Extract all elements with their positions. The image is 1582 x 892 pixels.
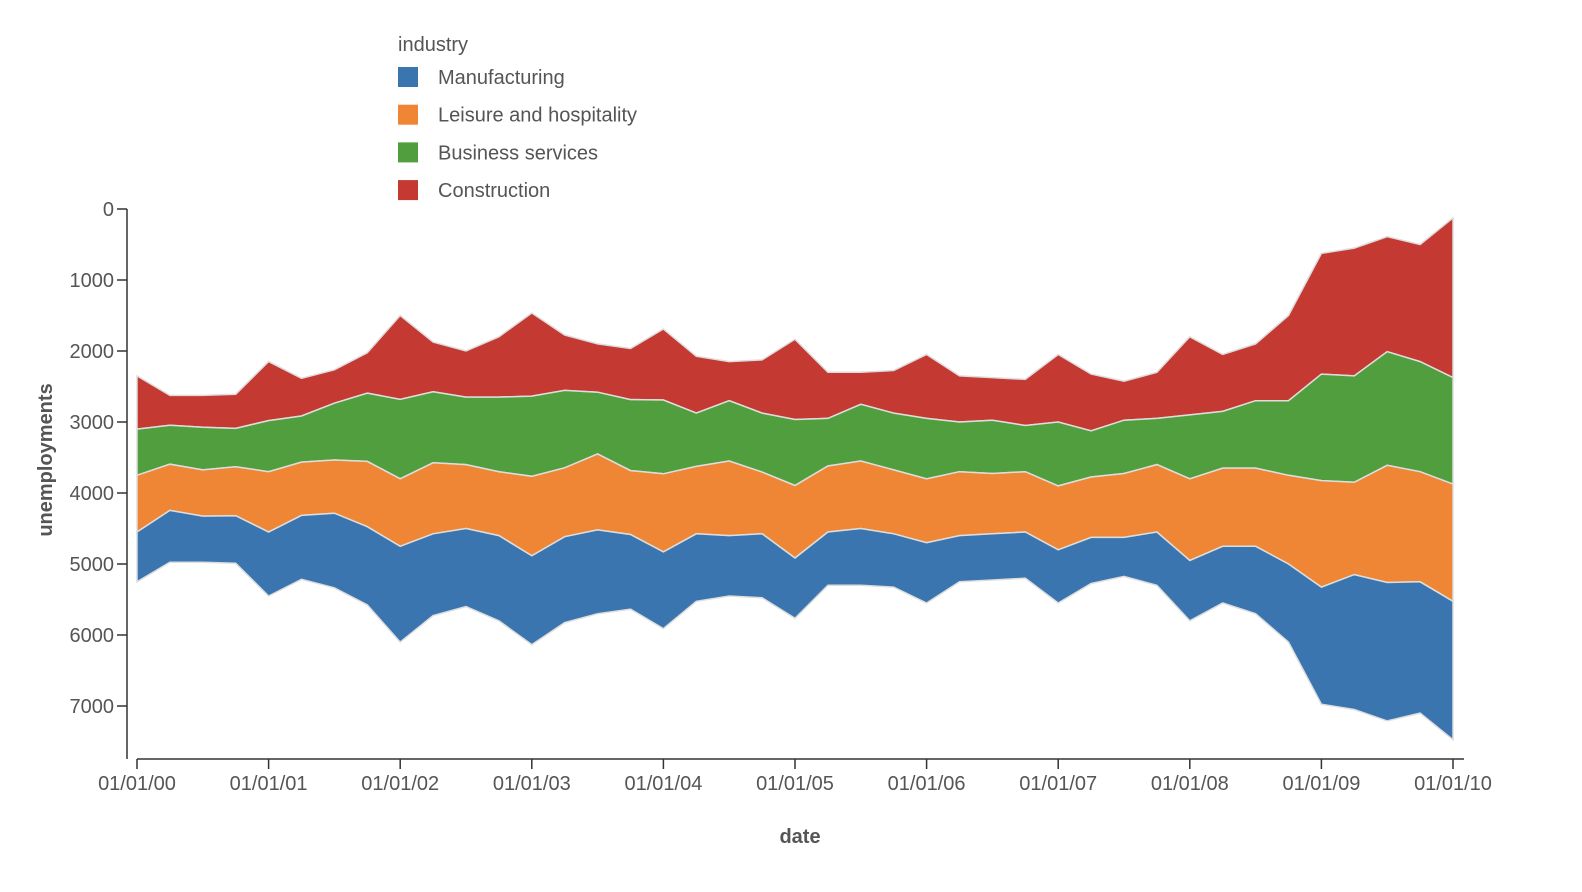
x-axis-title: date: [779, 826, 820, 848]
legend-swatch: [398, 142, 418, 163]
area-manufacturing: [136, 509, 1454, 742]
x-tick-label: 01/01/10: [1414, 773, 1492, 795]
x-axis: 01/01/00 01/01/01 01/01/02 01/01/03 01/01/04…: [98, 758, 1492, 795]
y-tick-label: 5000: [70, 554, 115, 576]
legend-label: Business services: [438, 142, 598, 164]
y-tick-label: 3000: [70, 412, 115, 434]
y-axis-title: unemployments: [35, 383, 57, 536]
y-tick-label: 1000: [70, 270, 115, 292]
areas-layer: [136, 216, 1454, 742]
legend-label: Manufacturing: [438, 67, 565, 89]
y-tick-label: 0: [103, 199, 114, 221]
y-tick-label: 4000: [70, 483, 115, 505]
y-axis: 0 1000 2000 3000 4000 5000 6000 7000: [70, 199, 128, 759]
legend-swatch: [398, 104, 418, 125]
x-tick-label: 01/01/06: [888, 773, 966, 795]
area-construction: [136, 216, 1454, 432]
x-tick-label: 01/01/05: [756, 773, 834, 795]
x-tick-label: 01/01/00: [98, 773, 176, 795]
x-tick-label: 01/01/09: [1282, 773, 1360, 795]
legend-swatch: [398, 67, 418, 87]
legend-title: industry: [398, 34, 468, 56]
x-tick-label: 01/01/04: [624, 773, 702, 795]
x-tick-label: 01/01/01: [230, 773, 308, 795]
x-tick-label: 01/01/02: [361, 773, 439, 795]
y-tick-label: 7000: [70, 696, 115, 718]
legend-label: Leisure and hospitality: [438, 105, 637, 127]
legend-swatch: [398, 180, 418, 201]
legend-label: Construction: [438, 180, 550, 202]
legend: industry Manufacturing Leisure and hospit…: [398, 34, 637, 202]
x-tick-label: 01/01/08: [1151, 773, 1229, 795]
x-tick-label: 01/01/07: [1019, 773, 1097, 795]
x-tick-label: 01/01/03: [493, 773, 571, 795]
y-tick-label: 2000: [70, 341, 115, 363]
y-tick-label: 6000: [70, 625, 115, 647]
